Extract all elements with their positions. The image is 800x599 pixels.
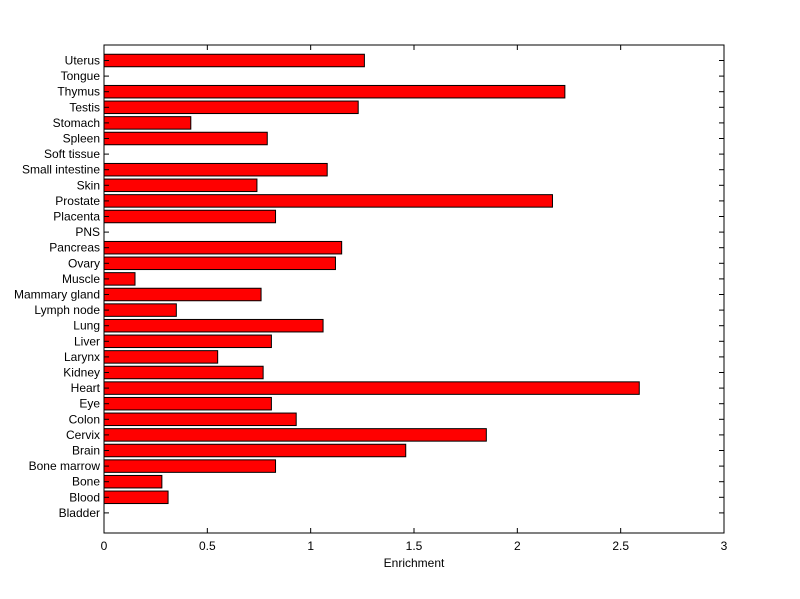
bar-lymph-node: [103, 303, 177, 317]
y-tick-label: Tongue: [61, 69, 101, 83]
y-tick-label: Blood: [69, 490, 100, 504]
bar-blood: [103, 490, 169, 505]
x-tick-label: 2.5: [612, 539, 629, 553]
y-tick-label: Spleen: [63, 132, 100, 146]
y-tick-label: Testis: [69, 100, 100, 114]
y-tick-label: Ovary: [68, 256, 100, 270]
x-tick-label: 1.5: [406, 539, 423, 553]
bar-liver: [103, 334, 272, 349]
bar-eye: [103, 396, 272, 411]
y-tick-label: Lung: [73, 319, 100, 333]
bar-bone-marrow: [103, 459, 277, 473]
bar-heart: [103, 381, 640, 395]
bar-stomach: [103, 116, 192, 130]
bar-prostate: [103, 194, 553, 208]
y-tick-label: Larynx: [64, 350, 100, 364]
bar-larynx: [103, 350, 219, 364]
y-tick-label: Stomach: [53, 116, 100, 130]
y-tick-label: Eye: [79, 397, 100, 411]
bar-uterus: [103, 53, 365, 68]
y-tick-label: Colon: [69, 412, 100, 426]
y-tick-label: Kidney: [63, 366, 100, 380]
x-tick-label: 0.5: [199, 539, 216, 553]
bar-colon: [103, 412, 297, 427]
x-tick-label: 3: [721, 539, 728, 553]
y-tick-label: Skin: [77, 178, 100, 192]
x-tick-label: 0: [101, 539, 108, 553]
y-tick-label: Thymus: [57, 85, 100, 99]
y-tick-label: Bladder: [59, 506, 100, 520]
bar-placenta: [103, 209, 277, 224]
bar-brain: [103, 443, 407, 458]
bar-thymus: [103, 84, 566, 99]
y-tick-label: Heart: [71, 381, 101, 395]
y-tick-label: Lymph node: [34, 303, 100, 317]
bar-spleen: [103, 131, 268, 146]
y-tick-label: Pancreas: [49, 241, 100, 255]
bar-bone: [103, 474, 163, 489]
y-tick-label: Uterus: [65, 54, 100, 68]
x-tick-label: 2: [514, 539, 521, 553]
y-tick-label: Mammary gland: [14, 288, 100, 302]
bar-kidney: [103, 365, 264, 380]
bar-mammary-gland: [103, 287, 262, 302]
x-tick-label: 1: [307, 539, 314, 553]
x-axis-label: Enrichment: [384, 556, 445, 570]
y-tick-label: Brain: [72, 444, 100, 458]
x-axis-ticks: 0 0.5 1 1.5 2 2.5 3: [101, 45, 728, 553]
y-tick-label: Bone: [72, 475, 100, 489]
y-tick-label: Cervix: [66, 428, 100, 442]
bar-small-intestine: [103, 162, 328, 177]
y-tick-label: Prostate: [55, 194, 100, 208]
bar-skin: [103, 178, 258, 193]
y-tick-label: PNS: [75, 225, 100, 239]
bars-group: [103, 53, 640, 505]
y-tick-label: Muscle: [62, 272, 100, 286]
y-tick-label: Small intestine: [22, 163, 100, 177]
y-tick-label: Bone marrow: [29, 459, 101, 473]
bar-lung: [103, 318, 324, 333]
bar-ovary: [103, 256, 336, 271]
y-tick-label: Liver: [74, 334, 100, 348]
y-tick-label: Placenta: [53, 210, 100, 224]
bar-testis: [103, 100, 359, 115]
bar-cervix: [103, 428, 487, 442]
y-tick-label: Soft tissue: [44, 147, 100, 161]
bar-pancreas: [103, 240, 343, 255]
